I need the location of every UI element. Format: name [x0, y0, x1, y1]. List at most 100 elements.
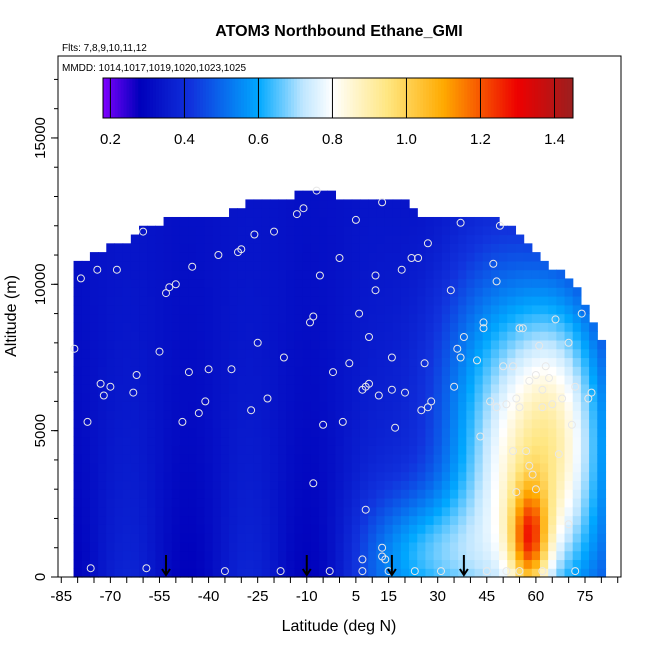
heatmap-cell	[343, 383, 353, 394]
heatmap-cell	[269, 278, 279, 288]
heatmap-cell	[507, 533, 517, 543]
heatmap-cell	[400, 234, 410, 244]
heatmap-cell	[147, 383, 156, 394]
heatmap-cell	[163, 506, 173, 517]
heatmap-cell	[384, 339, 394, 350]
heatmap-cell	[147, 524, 156, 534]
heatmap-cell	[327, 357, 337, 367]
heatmap-cell	[490, 339, 500, 350]
heatmap-cell	[368, 436, 377, 446]
heatmap-cell	[139, 541, 148, 552]
heatmap-cell	[392, 366, 402, 376]
heatmap-cell	[196, 401, 206, 411]
heatmap-cell	[81, 322, 91, 332]
heatmap-cell	[237, 462, 246, 473]
heatmap-cell	[302, 260, 312, 271]
heatmap-cell	[196, 471, 206, 482]
heatmap-cell	[499, 480, 508, 490]
heatmap-cell	[171, 427, 181, 438]
heatmap-cell	[474, 418, 484, 429]
heatmap-cell	[335, 383, 345, 394]
heatmap-cell	[548, 348, 557, 359]
heatmap-cell	[188, 559, 197, 569]
heatmap-cell	[302, 506, 312, 517]
heatmap-cell	[490, 550, 500, 561]
heatmap-cell	[327, 383, 337, 394]
heatmap-cell	[179, 304, 189, 315]
heatmap-cell	[147, 357, 156, 367]
heatmap-cell	[269, 489, 279, 499]
heatmap-cell	[319, 366, 328, 376]
heatmap-cell	[572, 418, 582, 429]
heatmap-cell	[114, 418, 124, 429]
heatmap-cell	[229, 401, 238, 411]
colorbar-segment	[144, 78, 148, 118]
heatmap-cell	[269, 383, 279, 394]
heatmap-cell	[106, 533, 116, 543]
heatmap-cell	[523, 243, 533, 253]
heatmap-cell	[114, 331, 124, 341]
heatmap-cell	[335, 462, 345, 473]
x-tick-label: 60	[528, 588, 545, 605]
heatmap-cell	[89, 462, 99, 473]
heatmap-cell	[441, 454, 451, 464]
heatmap-cell	[449, 278, 459, 288]
heatmap-cell	[556, 348, 566, 359]
heatmap-cell	[507, 550, 517, 561]
heatmap-cell	[409, 304, 418, 315]
heatmap-cell	[139, 497, 148, 508]
heatmap-cell	[188, 339, 197, 350]
heatmap-cell	[327, 454, 337, 464]
colorbar-segment	[432, 78, 436, 118]
heatmap-cell	[400, 524, 410, 534]
heatmap-cell	[466, 296, 476, 306]
heatmap-cell	[359, 550, 369, 561]
heatmap-cell	[449, 225, 459, 236]
heatmap-cell	[245, 497, 255, 508]
heatmap-cell	[507, 252, 517, 262]
heatmap-cell	[523, 331, 533, 341]
heatmap-cell	[261, 550, 271, 561]
heatmap-cell	[384, 287, 394, 297]
observation-point	[276, 567, 285, 576]
heatmap-cell	[351, 541, 361, 552]
heatmap-cell	[564, 427, 574, 438]
heatmap-cell	[490, 497, 500, 508]
heatmap-cell	[466, 445, 476, 455]
heatmap-cell	[449, 506, 459, 517]
heatmap-cell	[89, 559, 99, 569]
heatmap-cell	[286, 313, 296, 323]
heatmap-cell	[327, 427, 337, 438]
colorbar-segment	[420, 78, 424, 118]
colorbar-segment	[429, 78, 433, 118]
heatmap-cell	[89, 313, 99, 323]
heatmap-cell	[433, 322, 443, 332]
chart-title: ATOM3 Northbound Ethane_GMI	[215, 23, 462, 40]
heatmap-cell	[294, 287, 304, 297]
heatmap-cell	[269, 243, 279, 253]
heatmap-cell	[531, 445, 541, 455]
heatmap-cell	[229, 568, 238, 578]
heatmap-cell	[245, 322, 255, 332]
heatmap-cell	[114, 366, 124, 376]
heatmap-cell	[188, 515, 197, 525]
heatmap-cell	[572, 506, 582, 517]
heatmap-cell	[155, 533, 165, 543]
heatmap-cell	[515, 515, 525, 525]
heatmap-cell	[384, 401, 394, 411]
heatmap-cell	[351, 225, 361, 236]
colorbar-segment	[564, 78, 568, 118]
heatmap-cell	[441, 506, 451, 517]
heatmap-cell	[351, 375, 361, 385]
heatmap-cell	[245, 366, 255, 376]
heatmap-cell	[310, 515, 320, 525]
heatmap-cell	[122, 313, 132, 323]
heatmap-cell	[589, 462, 598, 473]
observation-point	[237, 245, 246, 254]
heatmap-cell	[106, 410, 116, 420]
heatmap-cell	[343, 515, 353, 525]
heatmap-cell	[73, 568, 83, 578]
heatmap-cell	[482, 243, 492, 253]
heatmap-cell	[327, 322, 337, 332]
heatmap-cell	[368, 278, 377, 288]
